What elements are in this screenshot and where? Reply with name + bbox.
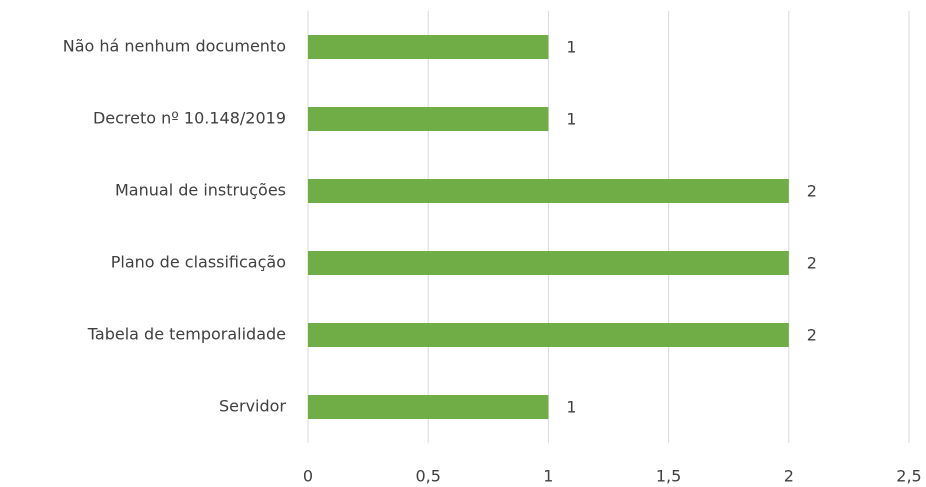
data-label: 1 [566,38,576,57]
x-tick-label: 1 [543,467,553,486]
y-tick-label: Servidor [219,397,286,416]
data-label: 1 [566,110,576,129]
bar [308,107,549,131]
bar [308,35,549,59]
x-tick-label: 0,5 [415,467,440,486]
bar [308,179,789,203]
y-tick-label: Tabela de temporalidade [87,325,286,344]
data-label: 2 [807,254,817,273]
data-label: 2 [807,182,817,201]
bar [308,251,789,275]
x-tick-label: 0 [303,467,313,486]
x-tick-label: 1,5 [656,467,681,486]
data-label: 2 [807,326,817,345]
bar [308,323,789,347]
data-label: 1 [566,398,576,417]
y-tick-label: Manual de instruções [115,181,286,200]
y-tick-label: Decreto nº 10.148/2019 [93,109,286,128]
bar [308,395,549,419]
x-tick-label: 2 [784,467,794,486]
y-tick-label: Não há nenhum documento [63,37,286,56]
y-tick-label: Plano de classificação [111,253,286,272]
x-tick-label: 2,5 [896,467,921,486]
